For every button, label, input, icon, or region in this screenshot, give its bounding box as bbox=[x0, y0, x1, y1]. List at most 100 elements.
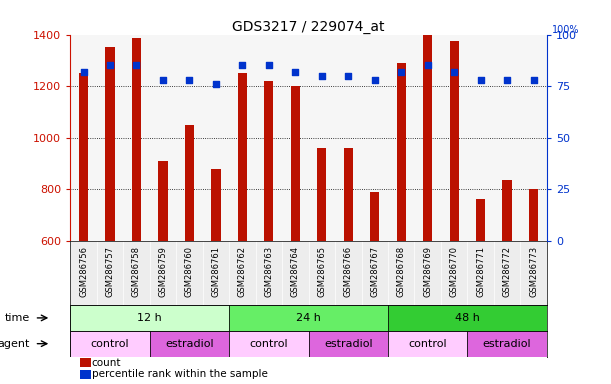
Text: estradiol: estradiol bbox=[324, 339, 373, 349]
Text: 24 h: 24 h bbox=[296, 313, 321, 323]
Bar bbox=[123, 35, 150, 241]
Bar bbox=[158, 161, 167, 241]
Text: GSM286771: GSM286771 bbox=[476, 246, 485, 297]
Point bbox=[290, 69, 300, 75]
Bar bbox=[370, 192, 379, 241]
Bar bbox=[176, 35, 203, 241]
Point bbox=[476, 77, 486, 83]
Point bbox=[238, 62, 247, 68]
Point bbox=[185, 77, 194, 83]
Bar bbox=[255, 35, 282, 241]
Bar bbox=[397, 63, 406, 241]
Bar bbox=[238, 73, 247, 241]
Text: GSM286757: GSM286757 bbox=[106, 246, 114, 297]
Point bbox=[502, 77, 512, 83]
FancyBboxPatch shape bbox=[229, 331, 309, 357]
Text: GSM286762: GSM286762 bbox=[238, 246, 247, 297]
FancyBboxPatch shape bbox=[70, 331, 150, 357]
Bar bbox=[414, 241, 441, 305]
Bar bbox=[185, 125, 194, 241]
FancyBboxPatch shape bbox=[388, 331, 467, 357]
Bar bbox=[343, 148, 353, 241]
Text: 12 h: 12 h bbox=[137, 313, 162, 323]
Bar bbox=[467, 241, 494, 305]
Text: GSM286763: GSM286763 bbox=[265, 246, 273, 297]
FancyBboxPatch shape bbox=[467, 331, 547, 357]
Text: GSM286758: GSM286758 bbox=[132, 246, 141, 297]
Text: GSM286767: GSM286767 bbox=[370, 246, 379, 297]
Text: 100%: 100% bbox=[552, 25, 579, 35]
Point bbox=[105, 62, 115, 68]
Bar bbox=[441, 35, 467, 241]
Text: GSM286765: GSM286765 bbox=[317, 246, 326, 297]
Text: GSM286770: GSM286770 bbox=[450, 246, 459, 297]
Text: estradiol: estradiol bbox=[483, 339, 532, 349]
Point bbox=[423, 62, 433, 68]
Bar bbox=[362, 241, 388, 305]
Bar bbox=[211, 169, 221, 241]
Bar bbox=[79, 73, 88, 241]
Bar bbox=[441, 241, 467, 305]
Text: agent: agent bbox=[0, 339, 30, 349]
Bar bbox=[132, 38, 141, 241]
Bar bbox=[70, 35, 97, 241]
Point bbox=[317, 73, 327, 79]
Bar bbox=[521, 35, 547, 241]
Bar bbox=[203, 241, 229, 305]
Point bbox=[211, 81, 221, 87]
Bar bbox=[282, 35, 309, 241]
Bar bbox=[309, 241, 335, 305]
Bar bbox=[176, 241, 203, 305]
Bar bbox=[494, 241, 521, 305]
Bar bbox=[317, 148, 326, 241]
Point bbox=[343, 73, 353, 79]
Text: estradiol: estradiol bbox=[165, 339, 214, 349]
Text: GSM286773: GSM286773 bbox=[529, 246, 538, 297]
FancyBboxPatch shape bbox=[309, 331, 388, 357]
Text: GSM286766: GSM286766 bbox=[344, 246, 353, 297]
Bar bbox=[521, 241, 547, 305]
Text: 48 h: 48 h bbox=[455, 313, 480, 323]
Text: GSM286756: GSM286756 bbox=[79, 246, 88, 297]
Bar bbox=[229, 35, 255, 241]
Bar bbox=[362, 35, 388, 241]
Bar bbox=[97, 35, 123, 241]
Bar bbox=[150, 35, 176, 241]
FancyBboxPatch shape bbox=[388, 305, 547, 331]
Text: GSM286768: GSM286768 bbox=[397, 246, 406, 297]
Bar bbox=[388, 35, 414, 241]
Point bbox=[131, 62, 141, 68]
Bar bbox=[97, 241, 123, 305]
Bar bbox=[494, 35, 521, 241]
Bar bbox=[414, 35, 441, 241]
FancyBboxPatch shape bbox=[150, 331, 229, 357]
Bar bbox=[388, 241, 414, 305]
Bar bbox=[467, 35, 494, 241]
Point bbox=[449, 69, 459, 75]
Bar bbox=[476, 199, 485, 241]
Bar bbox=[291, 86, 300, 241]
Bar bbox=[529, 189, 538, 241]
Bar bbox=[255, 241, 282, 305]
Bar bbox=[335, 35, 362, 241]
Title: GDS3217 / 229074_at: GDS3217 / 229074_at bbox=[232, 20, 385, 33]
Bar bbox=[264, 81, 274, 241]
Text: percentile rank within the sample: percentile rank within the sample bbox=[92, 369, 268, 379]
Bar bbox=[309, 35, 335, 241]
Bar bbox=[70, 241, 97, 305]
Bar bbox=[229, 241, 255, 305]
Bar bbox=[123, 241, 150, 305]
Point bbox=[264, 62, 274, 68]
Text: GSM286769: GSM286769 bbox=[423, 246, 432, 297]
Point bbox=[158, 77, 168, 83]
Bar bbox=[80, 370, 91, 379]
Text: GSM286759: GSM286759 bbox=[158, 246, 167, 297]
Bar bbox=[423, 35, 433, 241]
Text: GSM286772: GSM286772 bbox=[503, 246, 511, 297]
Text: count: count bbox=[92, 358, 121, 368]
Bar bbox=[282, 241, 309, 305]
Bar bbox=[80, 358, 91, 367]
Text: GSM286760: GSM286760 bbox=[185, 246, 194, 297]
Bar bbox=[450, 41, 459, 241]
Text: control: control bbox=[90, 339, 130, 349]
